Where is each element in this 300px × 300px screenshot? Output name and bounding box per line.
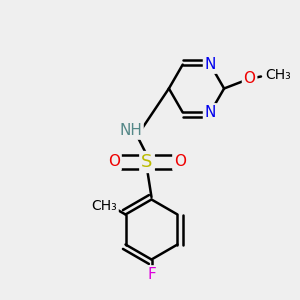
Text: N: N: [205, 57, 216, 72]
Text: N: N: [205, 105, 216, 120]
Text: O: O: [244, 70, 256, 86]
Text: CH₃: CH₃: [92, 199, 117, 212]
Text: F: F: [147, 267, 156, 282]
Text: NH: NH: [119, 123, 142, 138]
Text: S: S: [141, 153, 153, 171]
Text: O: O: [174, 154, 186, 169]
Text: O: O: [108, 154, 120, 169]
Text: CH₃: CH₃: [265, 68, 291, 82]
